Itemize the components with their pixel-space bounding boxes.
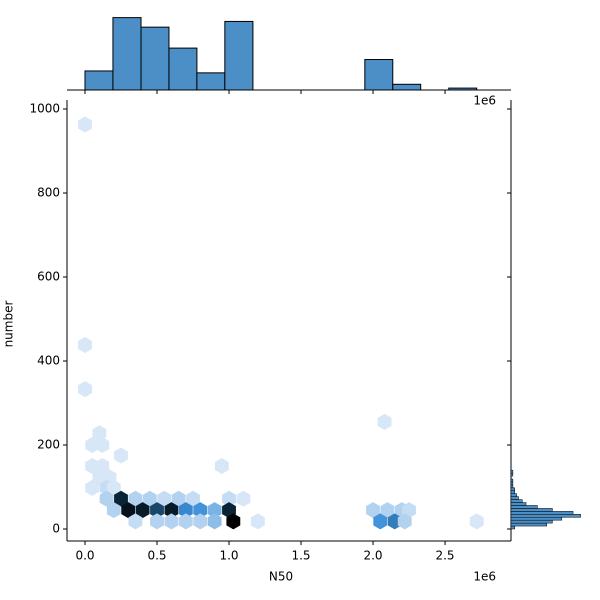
hexbin — [114, 490, 128, 507]
x-offset-text: 1e6 — [473, 570, 496, 584]
hexbin — [178, 502, 193, 519]
hexbin — [95, 436, 110, 453]
hexbin — [377, 413, 392, 430]
hexbin — [78, 337, 92, 354]
hexbin — [128, 490, 143, 507]
y-tick-label: 0 — [52, 521, 60, 535]
y-axis-label: number — [2, 301, 16, 348]
hexbin — [150, 513, 164, 530]
right-hist-bar — [510, 502, 527, 506]
top-hist-bar — [196, 72, 226, 91]
hexbin — [226, 513, 241, 530]
hexbin — [193, 502, 208, 519]
hexbin — [207, 502, 222, 519]
top-hist-bar — [224, 20, 254, 91]
hexbin — [380, 502, 395, 519]
right-hist-bar — [510, 481, 514, 486]
hexbin — [157, 490, 172, 507]
hexbin — [121, 502, 136, 519]
top-hist-bar — [140, 26, 170, 91]
x-tick-label: 0.5 — [147, 549, 166, 563]
top-hist-bar — [364, 59, 394, 91]
hexbin — [78, 116, 92, 133]
right-hist-bar — [510, 499, 523, 503]
x-tick-label: 1.0 — [219, 549, 238, 563]
hexbin — [373, 513, 388, 530]
right-hist-bar — [510, 519, 553, 524]
hexbin — [135, 502, 150, 519]
hexbin — [366, 502, 380, 519]
y-tick-label: 400 — [37, 353, 60, 367]
right-hist-bar — [510, 487, 516, 492]
right-hist-bar — [510, 522, 547, 527]
x-tick-label: 2.5 — [435, 549, 454, 563]
top-hist-bar — [448, 87, 478, 91]
x-tick-label: 2.0 — [363, 549, 382, 563]
y-tick-label: 200 — [37, 437, 60, 451]
right-hist-bar — [510, 472, 514, 477]
hexbin — [207, 513, 222, 530]
hexbin — [164, 502, 179, 519]
right-hist-bar — [510, 478, 514, 483]
right-hist-bar — [510, 511, 574, 515]
hexbin — [150, 502, 164, 519]
top-hist-bar — [84, 70, 114, 91]
hexbin — [193, 513, 208, 530]
hexbin — [114, 447, 128, 464]
right-hist-bar — [510, 516, 563, 521]
hexbin — [106, 479, 121, 496]
right-hist-bar — [510, 505, 538, 509]
hexbin — [469, 513, 484, 530]
y-tick-label: 1000 — [29, 101, 60, 115]
hexbin — [250, 513, 265, 530]
right-hist-bar — [510, 469, 514, 474]
x-tick-label: 1.5 — [291, 549, 310, 563]
right-hist-bar — [510, 508, 553, 512]
hexbin — [236, 490, 251, 507]
right-hist-bar — [510, 490, 516, 494]
hexbin — [106, 502, 121, 519]
hexbin — [222, 490, 236, 507]
right-hist-bar — [510, 514, 581, 518]
hexbin — [397, 513, 412, 530]
hexbin — [142, 490, 157, 507]
hexbin — [85, 479, 100, 496]
right-hist-bar — [510, 484, 514, 489]
hexbin — [92, 425, 107, 442]
hexbin — [128, 513, 143, 530]
x-tick-label: 0.0 — [75, 549, 94, 563]
right-hist-bar — [510, 496, 519, 500]
hexbin — [214, 457, 229, 474]
hexbin — [178, 513, 193, 530]
hexbin — [99, 490, 114, 507]
top-hist-bar — [392, 83, 422, 91]
hexbin — [78, 381, 92, 398]
right-hist-bar — [510, 493, 517, 497]
right-hist-bar — [510, 525, 516, 530]
x-offset-text: 1e6 — [473, 94, 496, 108]
y-tick-label: 600 — [37, 269, 60, 283]
hexbin — [186, 490, 200, 507]
x-axis-label: N50 — [269, 570, 293, 584]
top-hist-bar — [168, 47, 198, 91]
hexbin — [171, 490, 186, 507]
top-hist-bar — [112, 17, 142, 91]
y-tick-label: 800 — [37, 185, 60, 199]
hexbin — [164, 513, 179, 530]
